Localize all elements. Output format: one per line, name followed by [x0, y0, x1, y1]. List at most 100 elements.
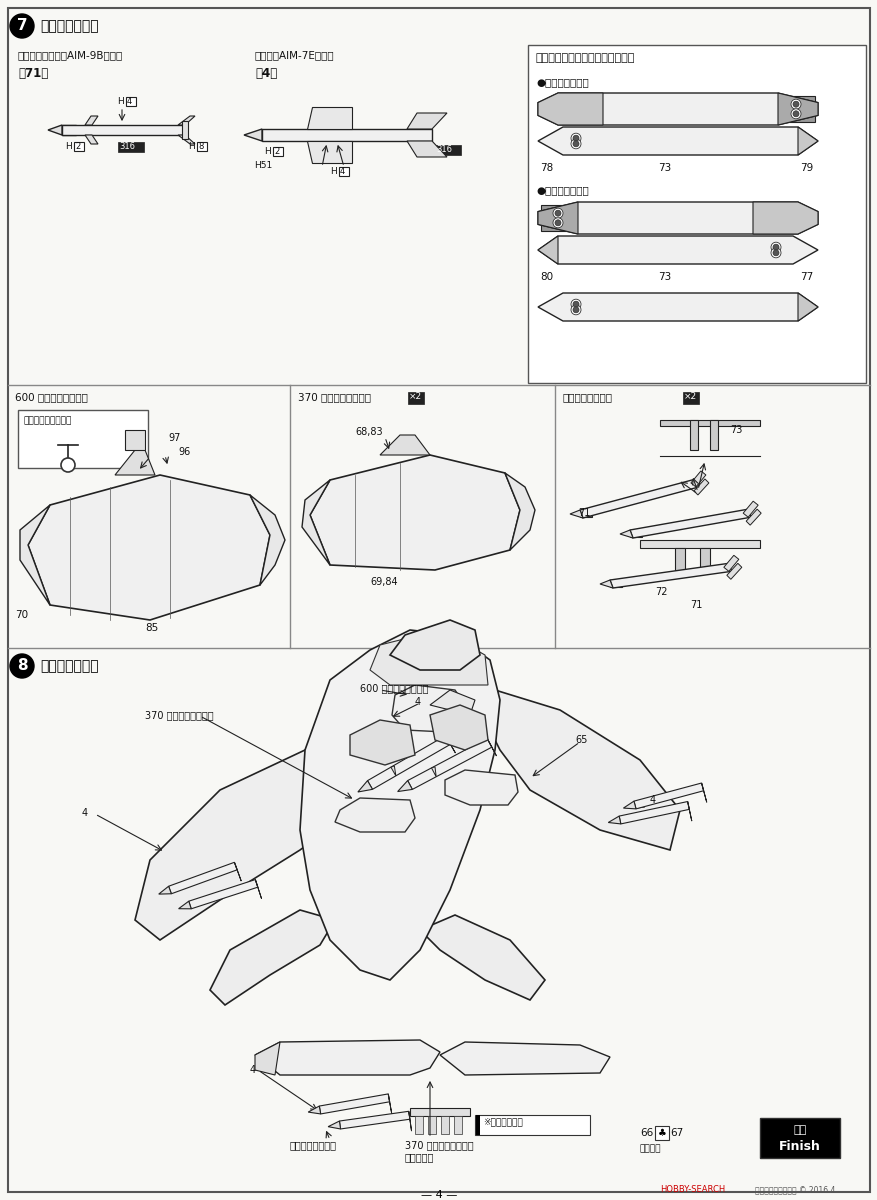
Polygon shape	[407, 140, 446, 157]
Text: 69,84: 69,84	[369, 577, 397, 587]
Polygon shape	[538, 236, 558, 264]
Text: 4: 4	[127, 97, 132, 106]
Text: H51: H51	[253, 161, 272, 170]
Polygon shape	[254, 1042, 280, 1075]
Text: スパローAIM-7Eの塗装: スパローAIM-7Eの塗装	[254, 50, 334, 60]
Polygon shape	[630, 509, 751, 538]
Polygon shape	[339, 1111, 410, 1129]
Polygon shape	[115, 450, 155, 475]
Text: 68,83: 68,83	[354, 427, 382, 437]
Polygon shape	[168, 863, 237, 894]
Polygon shape	[480, 690, 679, 850]
Text: 71: 71	[577, 508, 589, 518]
Text: サイドワインダーAIM-9Bの塗装: サイドワインダーAIM-9Bの塗装	[18, 50, 123, 60]
Bar	[689, 420, 697, 450]
Polygon shape	[85, 116, 98, 125]
Bar	[707, 206, 738, 229]
Polygon shape	[487, 738, 496, 756]
Polygon shape	[178, 116, 195, 125]
Text: 2: 2	[75, 142, 80, 151]
Polygon shape	[125, 430, 145, 450]
Text: H: H	[264, 146, 270, 156]
Text: 78: 78	[539, 163, 553, 173]
Bar	[339, 167, 348, 176]
Bar	[674, 548, 684, 572]
Polygon shape	[797, 293, 817, 320]
Polygon shape	[178, 901, 191, 908]
Bar	[612, 298, 642, 316]
Text: 65: 65	[574, 734, 587, 745]
Polygon shape	[569, 510, 582, 518]
Polygon shape	[431, 767, 436, 776]
Polygon shape	[48, 125, 62, 134]
Circle shape	[10, 14, 34, 38]
Polygon shape	[407, 738, 491, 790]
Bar	[408, 392, 424, 404]
Circle shape	[553, 209, 562, 218]
Polygon shape	[350, 720, 415, 766]
Text: 完成: 完成	[793, 1126, 806, 1135]
Text: サイドワインダー: サイドワインダー	[562, 392, 612, 402]
Polygon shape	[430, 690, 474, 715]
Bar	[657, 98, 688, 120]
Polygon shape	[777, 92, 817, 125]
Polygon shape	[319, 1094, 389, 1114]
Polygon shape	[389, 620, 480, 670]
Bar	[100, 125, 120, 134]
Polygon shape	[307, 140, 352, 163]
Polygon shape	[752, 202, 817, 234]
Bar	[453, 1116, 461, 1134]
Bar	[434, 145, 460, 155]
Bar	[527, 44, 865, 383]
Circle shape	[570, 139, 581, 149]
Text: 85: 85	[145, 623, 158, 634]
Circle shape	[772, 245, 778, 251]
Circle shape	[772, 250, 778, 256]
Circle shape	[770, 242, 781, 252]
Polygon shape	[608, 816, 620, 824]
Text: 72: 72	[654, 587, 667, 596]
Circle shape	[790, 100, 800, 109]
Polygon shape	[391, 685, 465, 732]
Polygon shape	[610, 563, 731, 588]
Bar	[630, 530, 641, 538]
Bar	[757, 239, 792, 260]
Text: 4: 4	[250, 1066, 256, 1075]
Circle shape	[573, 307, 578, 313]
Polygon shape	[745, 509, 760, 526]
Text: 73: 73	[657, 272, 671, 282]
Polygon shape	[261, 128, 431, 140]
Polygon shape	[623, 802, 635, 809]
Text: H: H	[188, 142, 195, 151]
Text: 73: 73	[657, 163, 671, 173]
Bar	[196, 142, 207, 151]
Text: HOBBY-SEARCH: HOBBY-SEARCH	[660, 1186, 724, 1194]
Text: 振れ止めの取り付け: 振れ止めの取り付け	[24, 416, 72, 425]
Polygon shape	[445, 770, 517, 805]
Text: H: H	[330, 167, 337, 176]
Text: 4: 4	[415, 697, 421, 707]
Polygon shape	[358, 781, 372, 792]
Bar	[415, 1116, 423, 1134]
Polygon shape	[619, 530, 632, 538]
Text: H: H	[65, 142, 72, 151]
Text: 600 ガロン燃料タンク: 600 ガロン燃料タンク	[15, 392, 88, 402]
Bar	[610, 580, 621, 587]
Bar	[652, 132, 682, 150]
Polygon shape	[580, 479, 698, 518]
Bar	[699, 548, 709, 572]
Text: 4: 4	[339, 167, 345, 176]
Polygon shape	[397, 780, 412, 792]
Text: 80: 80	[539, 272, 553, 282]
Polygon shape	[701, 784, 706, 803]
Polygon shape	[244, 128, 261, 140]
Circle shape	[770, 247, 781, 258]
Polygon shape	[538, 127, 817, 155]
Circle shape	[570, 133, 581, 143]
Polygon shape	[135, 750, 369, 940]
Text: ×2: ×2	[683, 392, 696, 401]
Polygon shape	[693, 479, 708, 494]
Polygon shape	[335, 798, 415, 832]
Bar	[580, 510, 591, 517]
Text: 武装の組み立て: 武装の組み立て	[40, 19, 98, 32]
